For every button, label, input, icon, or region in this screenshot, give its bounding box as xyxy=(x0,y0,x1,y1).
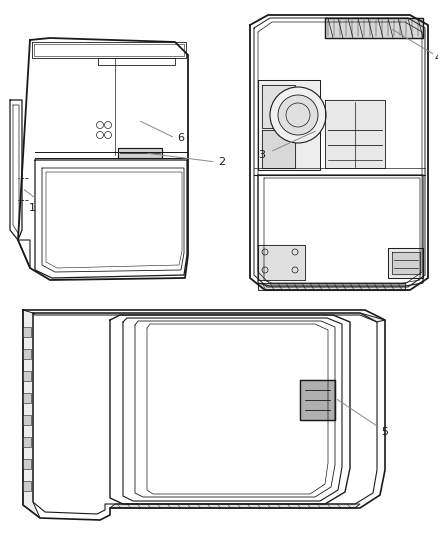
Text: 2: 2 xyxy=(219,157,226,167)
Text: 3: 3 xyxy=(258,150,265,160)
Polygon shape xyxy=(33,313,385,322)
Circle shape xyxy=(278,95,318,135)
Text: 1: 1 xyxy=(28,203,35,213)
Polygon shape xyxy=(118,148,162,158)
Polygon shape xyxy=(300,380,335,420)
Polygon shape xyxy=(262,130,295,168)
Polygon shape xyxy=(258,283,405,290)
Polygon shape xyxy=(258,80,320,170)
Bar xyxy=(23,349,31,359)
Polygon shape xyxy=(23,310,40,518)
Bar xyxy=(23,437,31,447)
Polygon shape xyxy=(262,85,295,128)
Polygon shape xyxy=(110,504,360,508)
Text: 4: 4 xyxy=(434,53,438,63)
Polygon shape xyxy=(325,18,423,38)
Text: 5: 5 xyxy=(381,427,389,437)
Bar xyxy=(23,481,31,491)
Polygon shape xyxy=(392,252,420,274)
Bar xyxy=(23,415,31,425)
Text: 6: 6 xyxy=(177,133,184,143)
Circle shape xyxy=(270,87,326,143)
Polygon shape xyxy=(325,100,385,168)
Bar xyxy=(23,459,31,469)
Polygon shape xyxy=(388,248,423,278)
Bar xyxy=(23,393,31,403)
Polygon shape xyxy=(258,245,305,280)
Bar xyxy=(23,371,31,381)
Bar xyxy=(23,327,31,337)
